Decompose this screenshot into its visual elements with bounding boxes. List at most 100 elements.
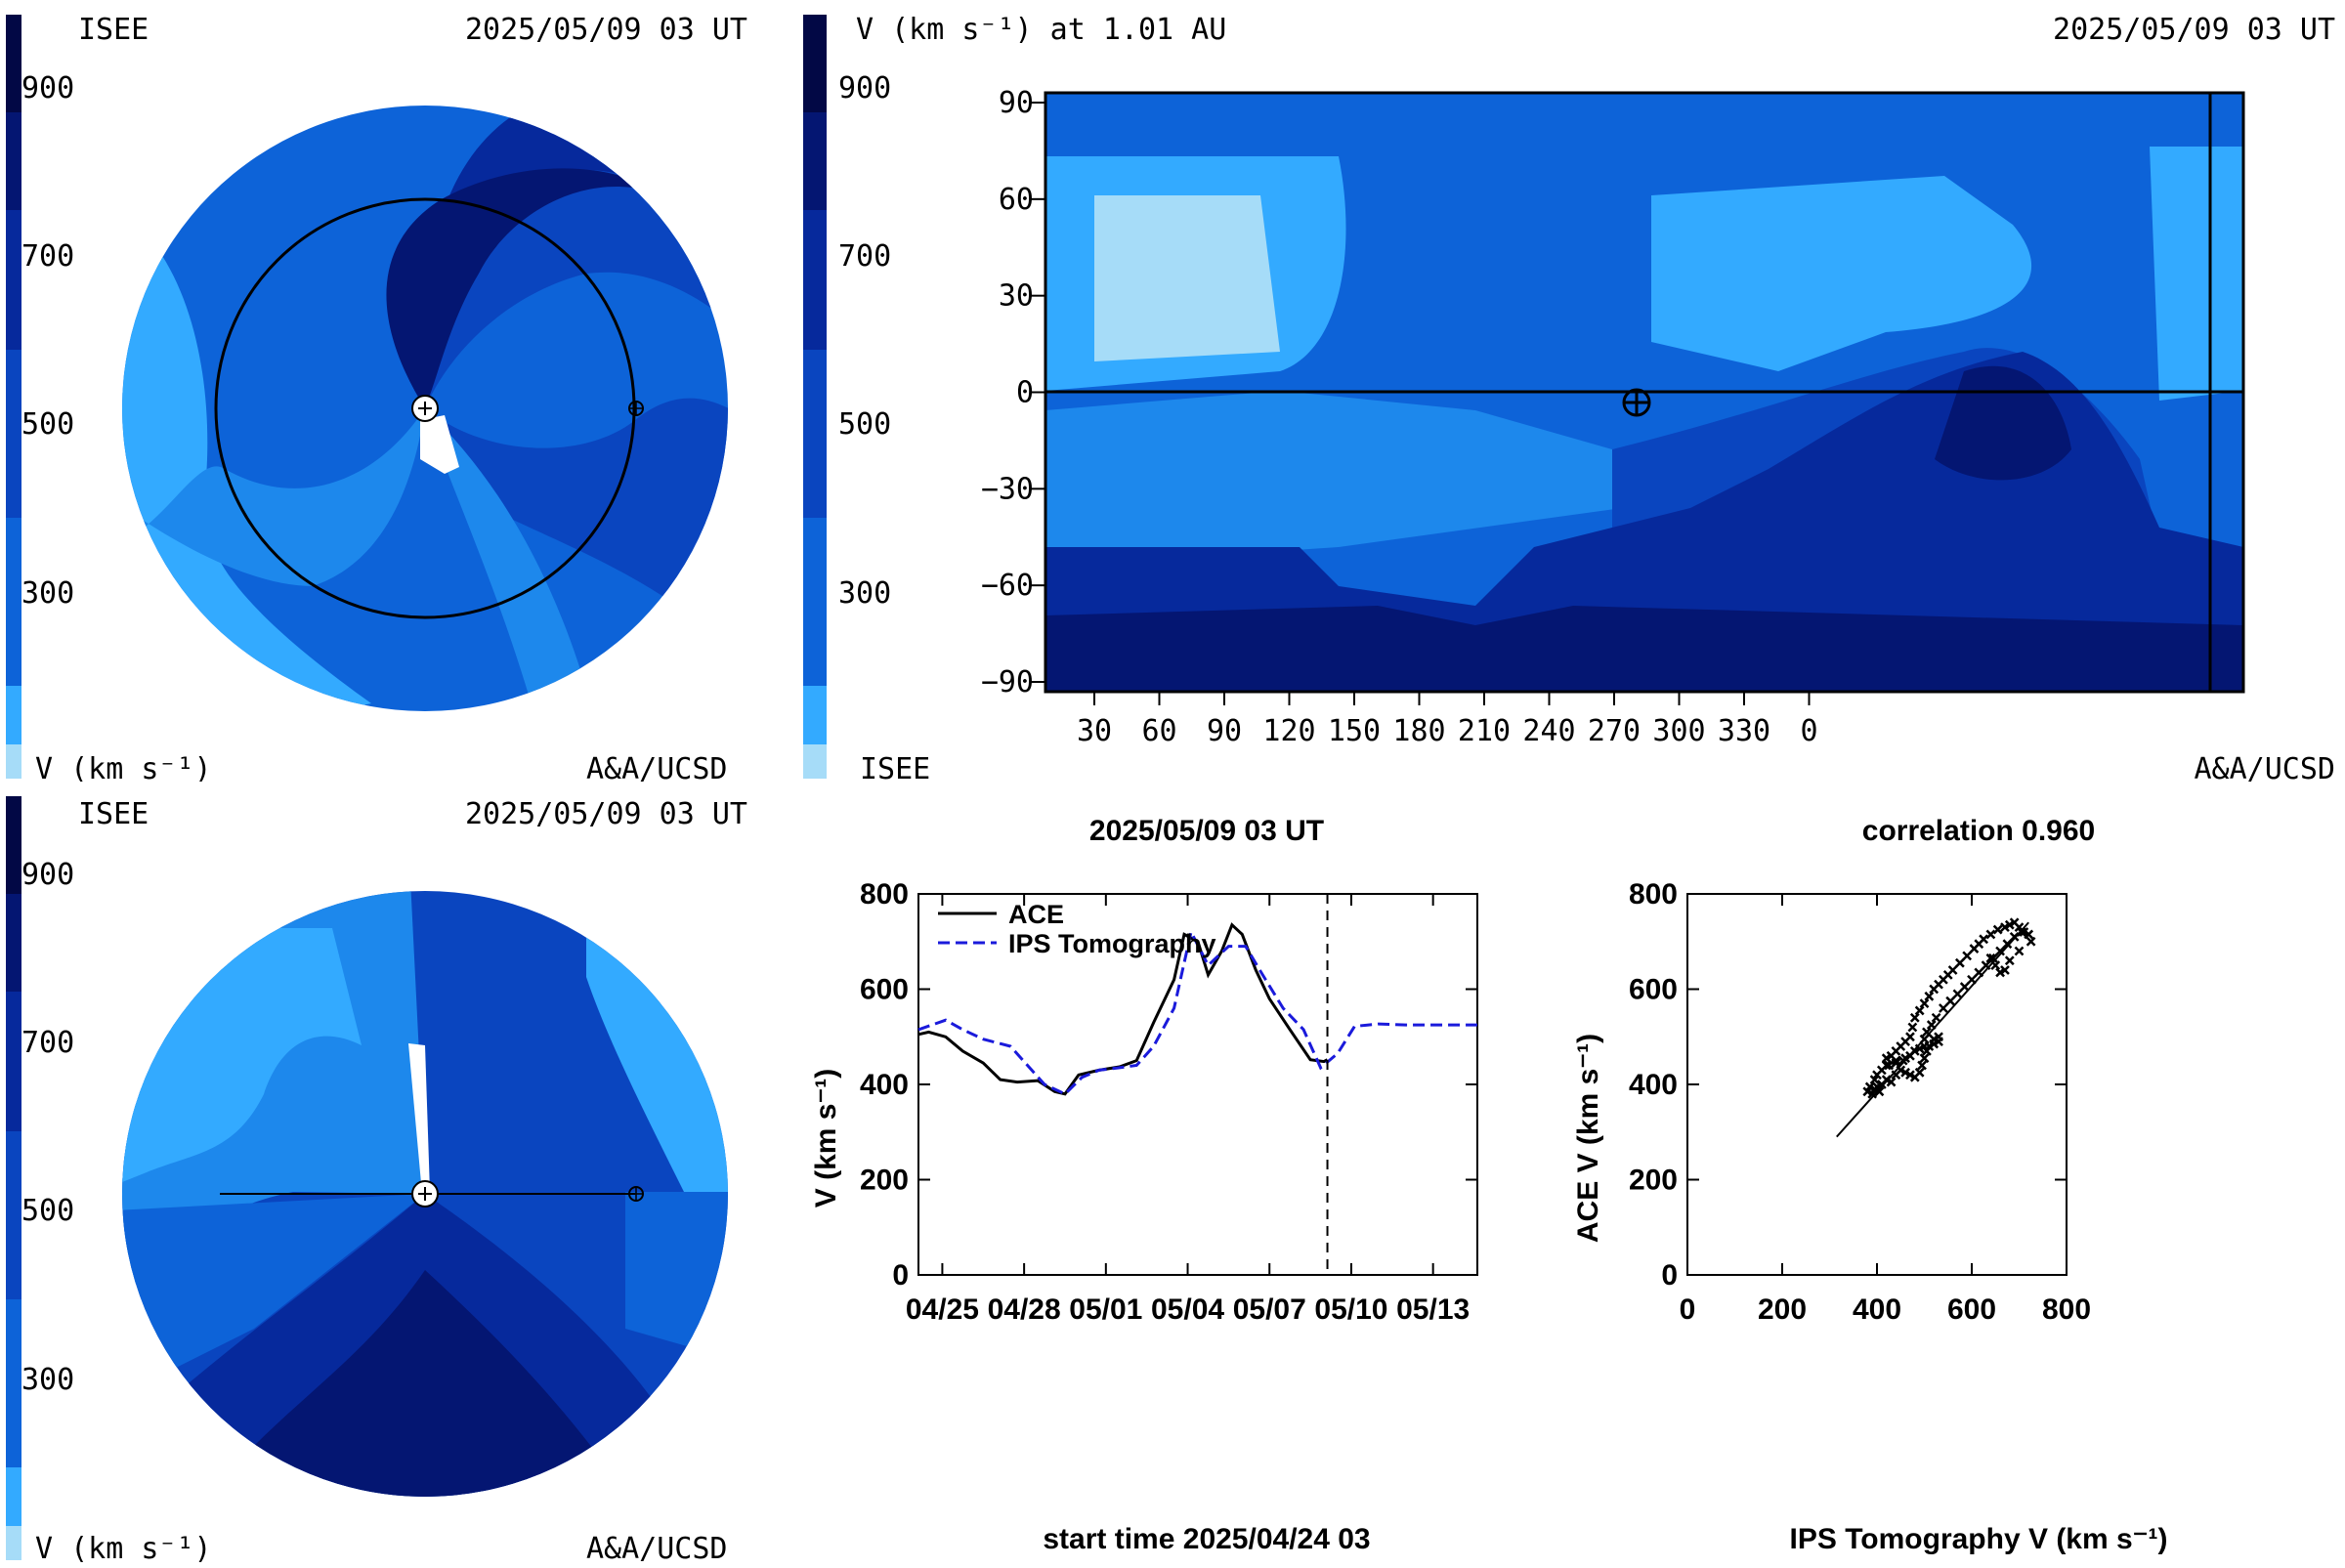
- scatter-point: [1896, 1065, 1906, 1076]
- earth-icon: [628, 1186, 644, 1202]
- series-ips-line: [917, 927, 1477, 1096]
- scatter-point: [2019, 927, 2029, 937]
- scatter-point: [2000, 922, 2010, 933]
- scatter-point: [1919, 1053, 1930, 1064]
- scatter-point: [1905, 1032, 1915, 1042]
- scatter-point: [1917, 1060, 1927, 1071]
- timeseries-title: 2025/05/09 03 UT: [1089, 815, 1324, 847]
- map-x-axis: 30 60 90 120 150 180 210 240 270 300 330 0: [1077, 692, 1818, 748]
- sc-ytick-label: 200: [1629, 1165, 1678, 1197]
- ts-xtick-label: 04/28: [988, 1293, 1061, 1326]
- scatter-point: [2004, 919, 2015, 930]
- colorbar-label: V (km s⁻¹): [35, 1532, 212, 1563]
- scatter-point: [1914, 1043, 1925, 1054]
- map-ytick-label: −60: [981, 569, 1034, 603]
- scatter-point: [1881, 1075, 1892, 1085]
- ts-xtick-label: 04/25: [906, 1293, 979, 1326]
- sun-icon: [411, 1180, 439, 1208]
- scatter-point: [1914, 1005, 1925, 1016]
- cb-map-tick-300: 300: [838, 576, 891, 611]
- map-xtick-label: 180: [1392, 714, 1445, 748]
- cb-bottom-tick-300: 300: [21, 1363, 74, 1397]
- scatter-point: [1954, 957, 1965, 968]
- legend-ace-label: ACE: [1008, 900, 1064, 929]
- map-ytick-label: −90: [981, 665, 1034, 699]
- scatter-point: [1926, 1020, 1937, 1030]
- scatter-point: [1947, 965, 1958, 975]
- ts-ytick-label: 0: [892, 1259, 909, 1292]
- scatter-point: [1897, 1055, 1908, 1066]
- scatter-point: [1945, 996, 1956, 1006]
- timeseries-panel: 2025/05/09 03 UT 0 200 400 600 800 04/25 04/28…: [791, 782, 1563, 1563]
- cb-map-tick-700: 700: [838, 239, 891, 274]
- scatter-point: [1939, 1003, 1948, 1013]
- ts-ytick-label: 800: [860, 878, 909, 911]
- scatter-point: [1886, 1077, 1897, 1087]
- map-xtick-label: 0: [1800, 714, 1817, 748]
- scatter-point: [2025, 936, 2036, 947]
- scatter-point: [1919, 1034, 1930, 1044]
- scatter-point: [1869, 1075, 1880, 1085]
- sc-xtick-label: 800: [2042, 1293, 2091, 1326]
- scatter-point: [1905, 1070, 1915, 1081]
- latlon-map-panel: 900 700 500 300 V (km s⁻¹) at 1.01 AU 20…: [791, 0, 2345, 786]
- scatter-points: [1836, 917, 2036, 1138]
- map-xtick-label: 30: [1077, 714, 1112, 748]
- ts-legend: ACE IPS Tomography: [938, 900, 1216, 958]
- scatter-point: [1872, 1081, 1882, 1092]
- scatter-point: [1874, 1086, 1885, 1097]
- scatter-point: [1881, 1053, 1892, 1064]
- map-ytick-label: 60: [999, 183, 1034, 217]
- scatter-point: [2000, 965, 2010, 975]
- scatter-point: [2004, 955, 2015, 966]
- cb-map-tick-500: 500: [838, 407, 891, 442]
- scatter-point: [1900, 1067, 1910, 1078]
- scatter-point: [1909, 1012, 1920, 1023]
- polar-panel-top: 900 700 500 300 ISEE 2025/05/09 03 UT: [0, 0, 791, 786]
- sun-icon: [411, 395, 439, 422]
- scatter-point: [1952, 989, 1963, 999]
- earth-icon: [1622, 388, 1651, 417]
- isee-label: ISEE: [78, 13, 149, 47]
- scatter-point: [1974, 967, 1984, 978]
- map-xtick-label: 210: [1458, 714, 1511, 748]
- scatter-point: [1922, 1045, 1932, 1056]
- colorbar-map: 900 700 500 300: [803, 15, 891, 779]
- map-xtick-label: 60: [1141, 714, 1176, 748]
- sc-ytick-label: 800: [1629, 878, 1678, 911]
- ts-y-label: V (km s⁻¹): [810, 1069, 842, 1208]
- map-ytick-label: −30: [981, 472, 1034, 506]
- scatter-point: [2024, 929, 2034, 940]
- map-y-axis: 90 60 30 0 −30 −60 −90: [981, 86, 1045, 699]
- scatter-panel: correlation 0.960 0 200 400 600 800 0 200 400 60…: [1563, 782, 2345, 1563]
- cb-top-tick-500: 500: [21, 407, 74, 442]
- scatter-point: [1919, 998, 1930, 1009]
- scatter-point: [1987, 953, 1998, 963]
- sc-xtick-label: 600: [1947, 1293, 1996, 1326]
- ts-xtick-label: 05/07: [1233, 1293, 1306, 1326]
- scatter-point: [1962, 951, 1973, 961]
- scatter-point: [1914, 1067, 1925, 1078]
- colorbar-bottom: 900 700 500 300: [6, 796, 74, 1560]
- sc-ytick-label: 0: [1661, 1259, 1678, 1292]
- scatter-svg: correlation 0.960 0 200 400 600 800 0 200 400 60…: [1572, 815, 2168, 1555]
- ts-xtick-label: 05/04: [1151, 1293, 1224, 1326]
- data-gap-wedge: [420, 415, 459, 474]
- scatter-point: [1929, 1038, 1940, 1049]
- scatter-title: correlation 0.960: [1862, 815, 2095, 847]
- scatter-x-label: IPS Tomography V (km s⁻¹): [1790, 1523, 2168, 1555]
- polar-panel-bottom: 900 700 500 300 ISEE 2025/05/09 03 UT: [0, 782, 791, 1566]
- scatter-point: [1867, 1088, 1878, 1099]
- cb-top-tick-700: 700: [21, 239, 74, 274]
- map-timestamp: 2025/05/09 03 UT: [2053, 13, 2335, 47]
- series-ace-line: [917, 922, 1329, 1096]
- map-credit-label: A&A/UCSD: [2195, 752, 2336, 782]
- scatter-point: [1967, 974, 1977, 985]
- data-gap-wedge: [408, 1043, 430, 1194]
- sc-ytick-label: 400: [1629, 1069, 1678, 1101]
- scatter-point: [1864, 1081, 1875, 1092]
- scatter-point: [1905, 1050, 1915, 1061]
- scatter-point: [1884, 1060, 1895, 1071]
- map-xtick-label: 330: [1718, 714, 1770, 748]
- cb-bottom-tick-700: 700: [21, 1026, 74, 1060]
